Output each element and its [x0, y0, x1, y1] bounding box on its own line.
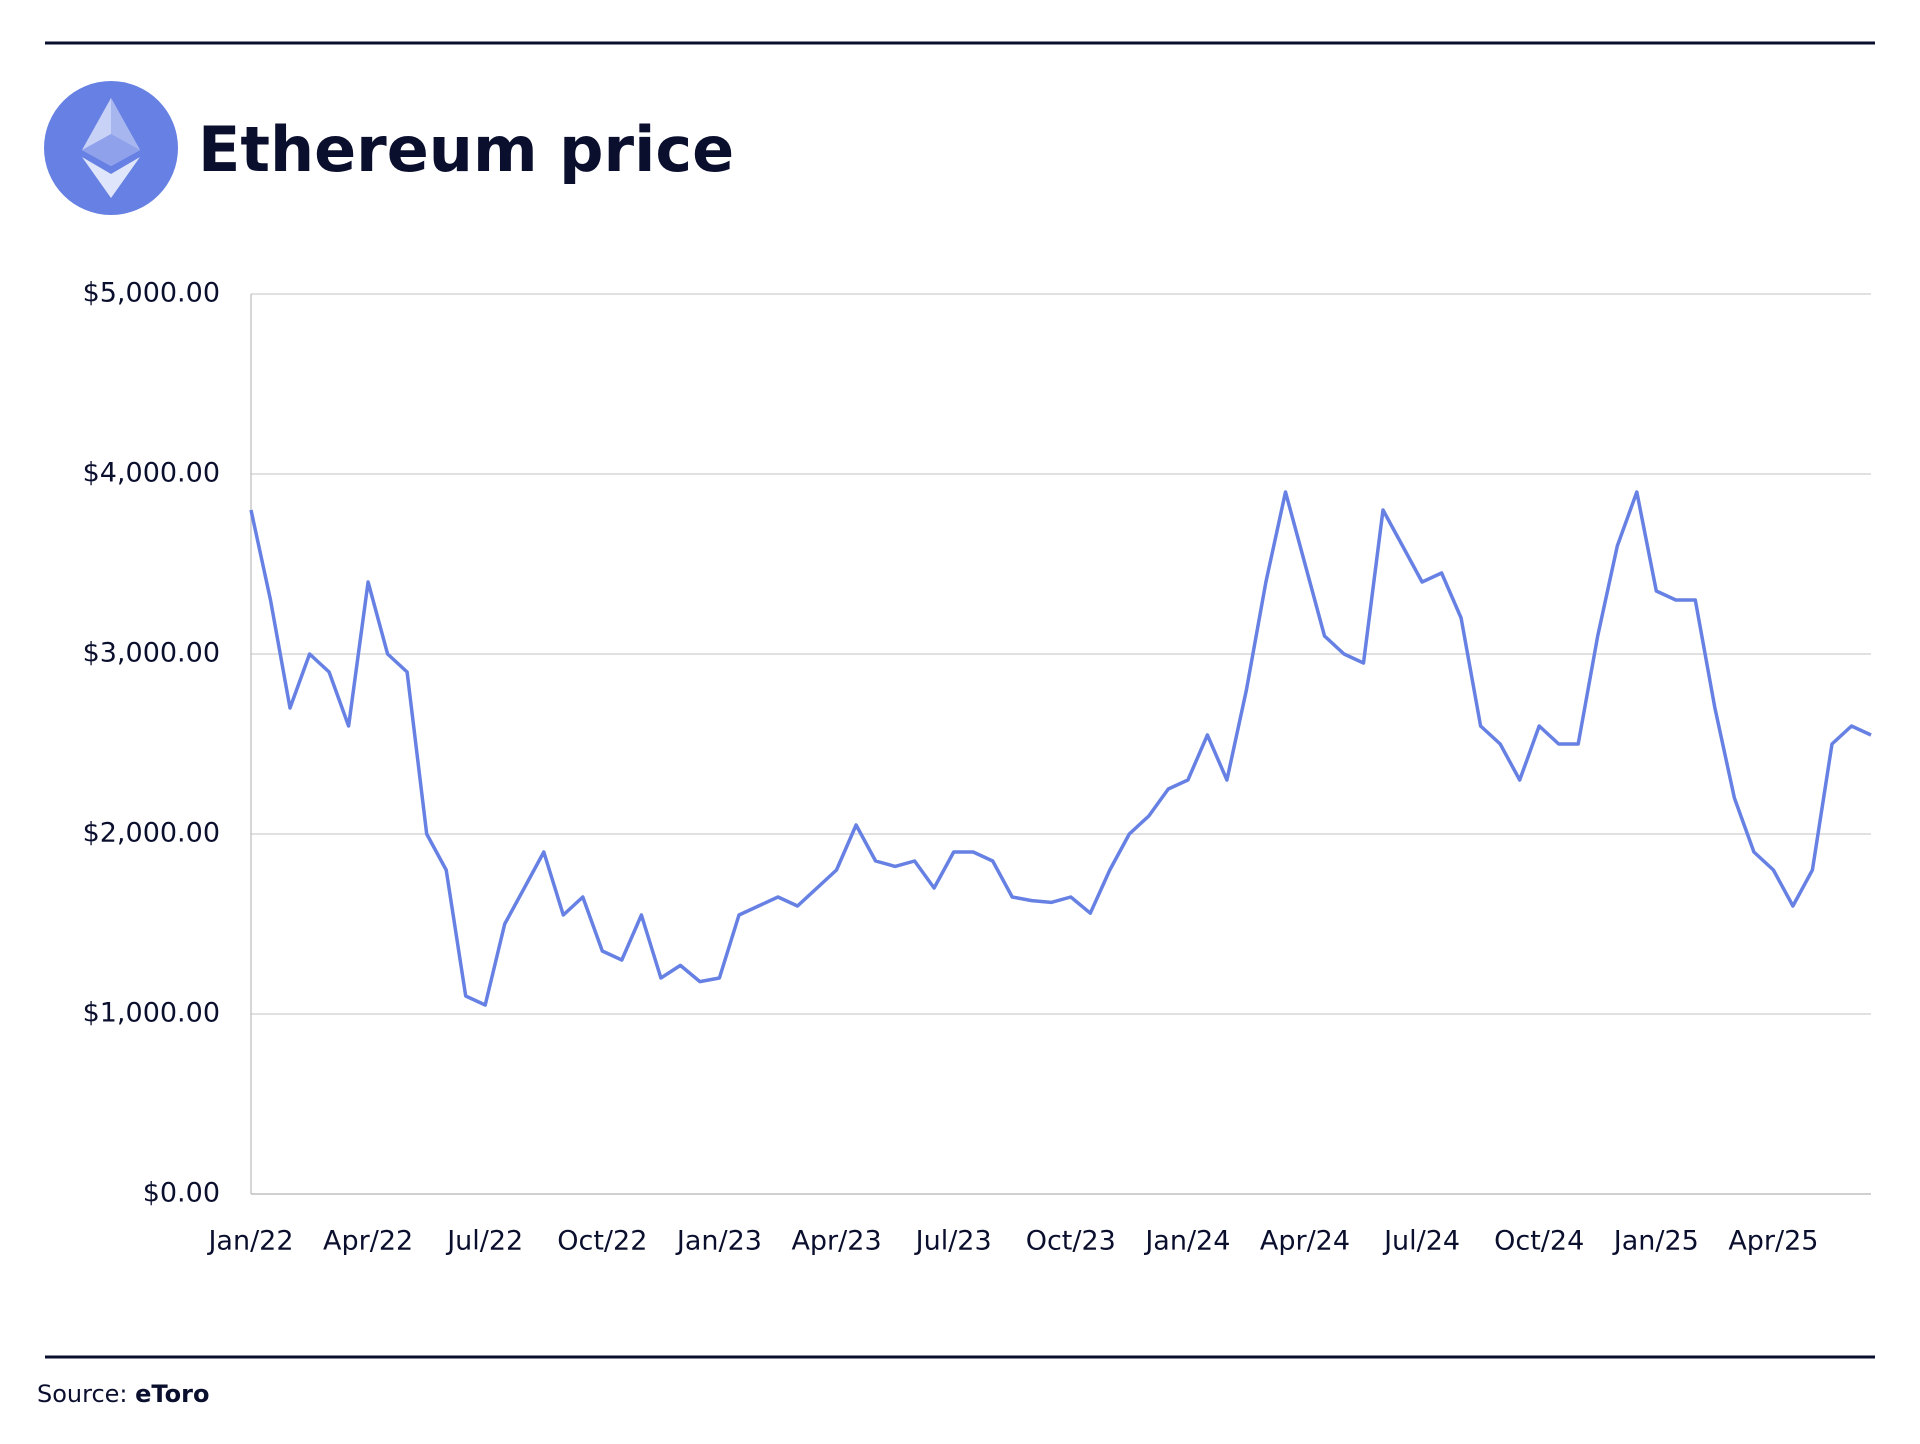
x-tick-label: Jul/23 [914, 1226, 992, 1257]
y-tick-label: $1,000.00 [83, 998, 220, 1029]
x-tick-label: Apr/25 [1728, 1226, 1818, 1257]
x-tick-label: Apr/23 [791, 1226, 881, 1257]
x-tick-label: Jul/24 [1382, 1226, 1460, 1257]
y-tick-label: $3,000.00 [83, 638, 220, 669]
y-tick-label: $2,000.00 [83, 818, 220, 849]
source: eToro [135, 1380, 209, 1408]
price-line [249, 490, 1872, 1007]
source-label: Source: [37, 1380, 128, 1408]
x-tick-label: Jan/24 [1143, 1226, 1230, 1257]
y-tick-label: $4,000.00 [83, 458, 220, 489]
x-tick-label: Jan/22 [206, 1226, 293, 1257]
x-tick-label: Apr/22 [323, 1226, 413, 1257]
source-line: Source: eToro [37, 1380, 209, 1408]
x-tick-label: Apr/24 [1260, 1226, 1350, 1257]
y-tick-label: $5,000.00 [83, 278, 220, 309]
ethereum-logo [44, 81, 178, 215]
x-tick-label: Jan/25 [1612, 1226, 1699, 1257]
x-tick-label: Jan/23 [675, 1226, 762, 1257]
y-tick-label: $0.00 [143, 1178, 220, 1209]
x-tick-label: Oct/23 [1026, 1226, 1116, 1257]
x-tick-label: Jul/22 [445, 1226, 523, 1257]
x-tick-label: Oct/22 [557, 1226, 647, 1257]
chart-title: Ethereum price [198, 113, 734, 186]
x-tick-label: Oct/24 [1494, 1226, 1584, 1257]
